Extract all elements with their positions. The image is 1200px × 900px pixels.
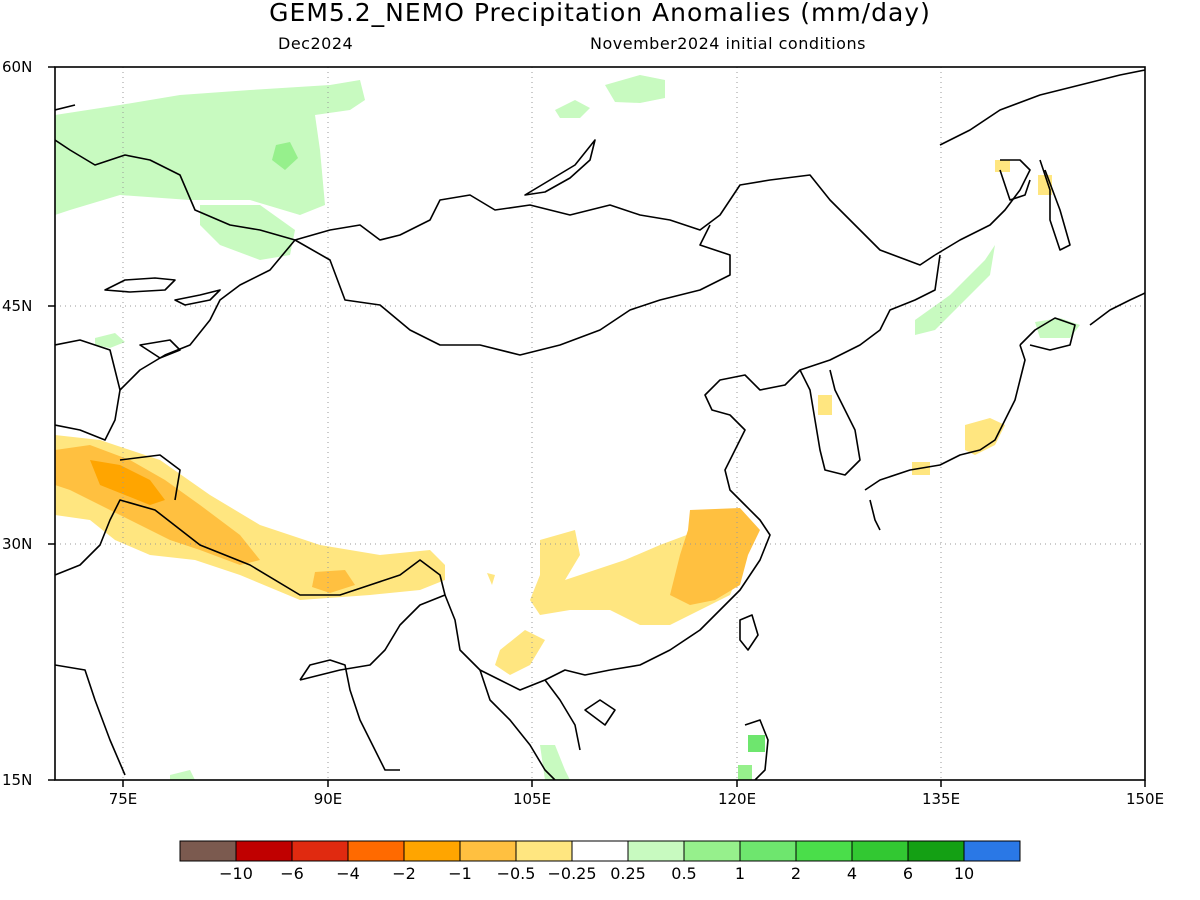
colorbar-swatch — [347, 840, 405, 862]
colorbar-swatch — [683, 840, 741, 862]
anomaly-region-southeast-china — [670, 508, 760, 605]
lat-label-15n: 15N — [2, 771, 33, 789]
anomaly-region-bhutan — [312, 570, 355, 593]
colorbar-tick-label: −10 — [219, 864, 253, 883]
anomaly-region-guangxi — [495, 630, 545, 675]
colorbar — [179, 840, 1021, 862]
anomaly-region-korea — [818, 395, 832, 415]
colorbar-swatch — [571, 840, 629, 862]
anomaly-region-small-yunnan — [487, 573, 495, 585]
colorbar-swatch — [179, 840, 237, 862]
colorbar-swatch — [515, 840, 573, 862]
anomaly-region-baikal-north — [555, 100, 590, 118]
lon-label-135e: 135E — [921, 790, 961, 808]
colorbar-swatch — [795, 840, 853, 862]
colorbar-tick-label: −2 — [392, 864, 416, 883]
anomaly-region-altai — [200, 205, 295, 260]
colorbar-tick-label: 4 — [846, 864, 858, 883]
colorbar-tick-label: 0.5 — [671, 864, 697, 883]
anomaly-region-kazakh-small — [95, 333, 125, 348]
anomaly-region-karakoram-core — [90, 460, 165, 505]
anomaly-region-west-siberia-core — [272, 142, 298, 170]
colorbar-tick-label: −0.25 — [547, 864, 597, 883]
anomaly-region-sakhalin-north — [995, 160, 1010, 172]
lon-label-75e: 75E — [108, 790, 138, 808]
colorbar-swatch — [403, 840, 461, 862]
anomaly-region-indochina — [540, 745, 570, 780]
lon-label-150e: 150E — [1125, 790, 1165, 808]
lon-label-105e: 105E — [512, 790, 552, 808]
anomaly-region-japan-honshu — [965, 418, 1005, 455]
anomaly-region-luzon-south — [738, 765, 752, 780]
colorbar-swatch — [963, 840, 1021, 862]
lon-label-120e: 120E — [717, 790, 757, 808]
anomaly-region-west-siberia — [55, 80, 365, 215]
gridlines — [55, 67, 1145, 780]
colorbar-tick-label: 6 — [902, 864, 914, 883]
anomaly-region-india-small — [170, 770, 195, 780]
colorbar-tick-label: −1 — [448, 864, 472, 883]
anomaly-region-luzon — [748, 735, 765, 752]
axis-ticks — [48, 66, 1146, 787]
colorbar-tick-label: 10 — [953, 864, 975, 883]
colorbar-tick-label: 1 — [734, 864, 746, 883]
colorbar-swatch — [459, 840, 517, 862]
lat-label-30n: 30N — [2, 535, 33, 553]
lat-label-45n: 45N — [2, 297, 33, 315]
coastlines-borders — [55, 69, 1145, 780]
anomaly-region-primorye — [915, 245, 995, 335]
plot-frame — [54, 66, 1146, 781]
anomaly-region-north-yakutia — [605, 75, 665, 103]
lat-label-60n: 60N — [2, 58, 33, 76]
lon-label-90e: 90E — [313, 790, 343, 808]
colorbar-swatch — [851, 840, 909, 862]
colorbar-swatch — [291, 840, 349, 862]
colorbar-tick-label: 2 — [790, 864, 802, 883]
colorbar-swatch — [235, 840, 293, 862]
colorbar-tick-label: −6 — [280, 864, 304, 883]
init-conditions-label: November2024 initial conditions — [590, 34, 866, 53]
colorbar-tick-label: −0.5 — [496, 864, 536, 883]
valid-month-label: Dec2024 — [278, 34, 354, 53]
colorbar-swatch — [739, 840, 797, 862]
anomaly-shading — [55, 75, 1080, 780]
colorbar-tick-label: 0.25 — [610, 864, 646, 883]
colorbar-swatch — [627, 840, 685, 862]
colorbar-swatch — [907, 840, 965, 862]
colorbar-tick-label: −4 — [336, 864, 360, 883]
chart-title: GEM5.2_NEMO Precipitation Anomalies (mm/… — [269, 0, 931, 27]
